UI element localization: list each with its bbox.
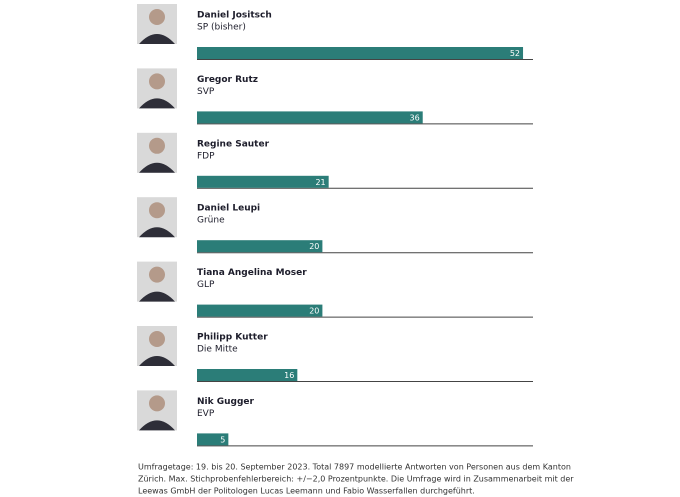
- value-label: 36: [410, 113, 420, 122]
- photo-head: [149, 266, 165, 283]
- candidate-name: Regine Sauter: [197, 139, 270, 149]
- photo-head: [149, 202, 165, 219]
- bar: [197, 304, 323, 317]
- bar: [197, 175, 329, 188]
- photo-head: [149, 395, 165, 412]
- candidate-name: Daniel Jositsch: [197, 11, 272, 21]
- party-name: Grüne: [197, 216, 225, 226]
- photo-head: [149, 9, 165, 25]
- footnote: Zürich. Max. Stichprobenfehlerbereich: +…: [138, 475, 574, 484]
- value-label: 21: [315, 178, 325, 187]
- value-label: 52: [510, 49, 520, 58]
- party-name: Die Mitte: [197, 345, 238, 355]
- value-label: 20: [309, 242, 319, 251]
- photo-body: [139, 162, 175, 173]
- candidate-name: Daniel Leupi: [197, 204, 260, 214]
- bar: [197, 240, 323, 253]
- photo-head: [149, 73, 165, 90]
- value-label: 16: [284, 371, 294, 380]
- bar: [197, 111, 423, 124]
- photo-body: [139, 98, 175, 109]
- photo-head: [149, 137, 165, 154]
- photo-body: [139, 420, 175, 431]
- bar: [197, 47, 524, 59]
- party-name: SVP: [197, 87, 215, 97]
- footnote: Leewas GmbH der Politologen Lucas Leeman…: [138, 487, 475, 496]
- candidate-name: Philipp Kutter: [197, 333, 268, 343]
- photo-head: [149, 331, 165, 347]
- party-name: EVP: [197, 409, 215, 419]
- party-name: FDP: [197, 151, 215, 161]
- bar: [197, 433, 229, 446]
- value-label: 5: [220, 435, 225, 444]
- footnote: Umfragetage: 19. bis 20. September 2023.…: [138, 463, 571, 472]
- bar: [197, 369, 298, 381]
- party-name: GLP: [197, 280, 215, 290]
- photo-body: [139, 356, 175, 366]
- value-label: 20: [309, 307, 319, 316]
- photo-body: [139, 291, 175, 302]
- candidate-name: Nik Gugger: [197, 397, 255, 407]
- photo-body: [139, 227, 175, 238]
- candidate-name: Tiana Angelina Moser: [197, 268, 307, 278]
- photo-body: [139, 34, 175, 44]
- candidate-name: Gregor Rutz: [197, 75, 258, 85]
- party-name: SP (bisher): [197, 23, 246, 33]
